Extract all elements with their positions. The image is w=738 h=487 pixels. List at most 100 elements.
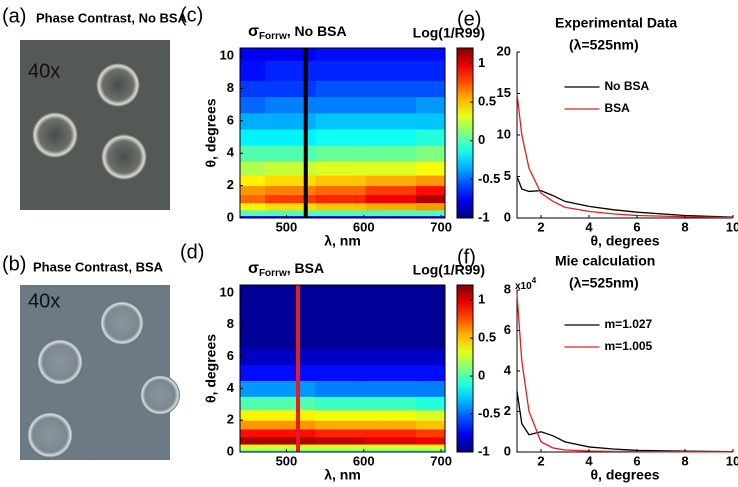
heatmap-cell bbox=[240, 161, 266, 176]
heatmap-cell bbox=[315, 202, 367, 211]
heatmap-cell bbox=[365, 348, 417, 366]
legend-label: m=1.027 bbox=[605, 317, 653, 331]
x-tick-label: 4 bbox=[585, 453, 593, 468]
colorbar-tick-label: 1 bbox=[478, 292, 485, 307]
x-tick-label: 8 bbox=[681, 219, 688, 234]
heatmap-cell bbox=[315, 380, 367, 397]
heatmap-cell bbox=[365, 449, 417, 453]
x-tick-label: 600 bbox=[353, 453, 375, 468]
heatmap-cell bbox=[365, 215, 417, 219]
chart-title: Mie calculation bbox=[555, 253, 655, 269]
heatmap-cell bbox=[265, 436, 316, 445]
colorbar-tick-label: -0.5 bbox=[478, 171, 500, 186]
panel-label: (c) bbox=[180, 4, 203, 26]
heatmap-cell bbox=[365, 96, 417, 114]
heatmap-cell bbox=[265, 296, 316, 318]
heatmap-cell bbox=[365, 420, 417, 430]
heatmap-cell bbox=[365, 332, 417, 350]
y-tick-label: 8 bbox=[227, 316, 234, 331]
heatmap-cell bbox=[315, 161, 367, 176]
heatmap-cell bbox=[415, 185, 446, 196]
heatmap-cell bbox=[365, 409, 417, 421]
title-text: , No BSA bbox=[287, 23, 347, 39]
x-tick-label: 10 bbox=[726, 219, 738, 234]
x-tick-label: 2 bbox=[537, 219, 544, 234]
colorbar-tick-label: 0.5 bbox=[478, 94, 496, 109]
heatmap-cell bbox=[240, 420, 266, 430]
heatmap-cell bbox=[365, 380, 417, 397]
heatmap-cell bbox=[265, 444, 316, 451]
heatmap-cell bbox=[240, 396, 266, 411]
heatmap-cell bbox=[315, 128, 367, 146]
x-axis-label: θ, degrees bbox=[590, 467, 659, 483]
heatmap-cell bbox=[365, 202, 417, 211]
panel-label: (f) bbox=[457, 246, 476, 268]
heatmap-cell bbox=[265, 396, 316, 411]
title-text: , BSA bbox=[287, 260, 324, 276]
x-tick-label: 600 bbox=[353, 219, 375, 234]
heatmap-cell bbox=[415, 48, 446, 61]
heatmap-cell bbox=[415, 209, 446, 217]
magnification: 40x bbox=[28, 290, 60, 312]
y-multiplier: x104 bbox=[515, 276, 537, 292]
x-axis-label: θ, degrees bbox=[590, 233, 659, 249]
series-line bbox=[516, 93, 734, 219]
heatmap-cell bbox=[415, 436, 446, 445]
heatmap-cell bbox=[240, 128, 266, 146]
heatmap-cell bbox=[315, 348, 367, 366]
heatmap-cell bbox=[415, 96, 446, 114]
heatmap-cell bbox=[365, 194, 417, 204]
y-tick-label: 6 bbox=[504, 322, 511, 337]
heatmap-cell bbox=[265, 449, 316, 453]
axes bbox=[516, 290, 733, 453]
colorbar-tick-label: 0 bbox=[478, 132, 485, 147]
series-line bbox=[516, 176, 734, 218]
heatmap-cell bbox=[315, 449, 367, 453]
heatmap-cell bbox=[415, 348, 446, 366]
multiplier-base: x10 bbox=[515, 281, 532, 292]
colorbar bbox=[456, 284, 474, 453]
legend-label: No BSA bbox=[605, 79, 650, 93]
heatmap-cell bbox=[315, 316, 367, 334]
legend-label: BSA bbox=[605, 101, 631, 115]
heatmap-cell bbox=[415, 316, 446, 334]
heatmap-cell bbox=[315, 396, 367, 411]
image-title: Phase Contrast, No BSA bbox=[36, 10, 188, 25]
panel-label: (b) bbox=[2, 253, 26, 275]
heatmap-cell bbox=[240, 175, 266, 187]
heatmap-cell bbox=[365, 316, 417, 334]
y-tick-label: 0 bbox=[504, 443, 511, 458]
heatmap-cell bbox=[240, 348, 266, 366]
heatmap-cell bbox=[265, 332, 316, 350]
title-subscript: Forrw bbox=[259, 268, 287, 279]
title-subscript: Forrw bbox=[259, 31, 287, 42]
heatmap-cell bbox=[265, 48, 316, 61]
y-tick-label: 15 bbox=[497, 85, 511, 100]
heatmap-cell bbox=[265, 380, 316, 397]
legend-label: m=1.005 bbox=[605, 339, 653, 353]
heatmap-cell bbox=[240, 296, 266, 318]
heatmap-cell bbox=[265, 428, 316, 438]
heatmap-cell bbox=[315, 209, 367, 217]
y-axis-label: θ, degrees bbox=[203, 334, 219, 403]
heatmap-cell bbox=[415, 112, 446, 130]
title-symbol: σ bbox=[248, 260, 259, 277]
magnification: 40x bbox=[28, 60, 60, 82]
y-tick-label: 10 bbox=[220, 284, 234, 299]
colorbar-label: Log(1/R99) bbox=[413, 262, 485, 278]
heatmap-cell bbox=[415, 175, 446, 187]
x-tick-label: 500 bbox=[276, 453, 298, 468]
heatmap-cell bbox=[265, 175, 316, 187]
heatmap-cell bbox=[365, 364, 417, 381]
heatmap-cell bbox=[240, 449, 266, 453]
micrograph bbox=[20, 285, 180, 460]
heatmap-cell bbox=[365, 296, 417, 318]
y-tick-label: 6 bbox=[227, 112, 234, 127]
heatmap-cell bbox=[365, 396, 417, 411]
heatmap-cell bbox=[365, 185, 417, 196]
heatmap-cell bbox=[365, 60, 417, 81]
heatmap-cell bbox=[415, 285, 446, 298]
heatmap-cell bbox=[415, 145, 446, 162]
heatmap-cell bbox=[415, 194, 446, 204]
y-axis-label: θ, degrees bbox=[203, 98, 219, 167]
